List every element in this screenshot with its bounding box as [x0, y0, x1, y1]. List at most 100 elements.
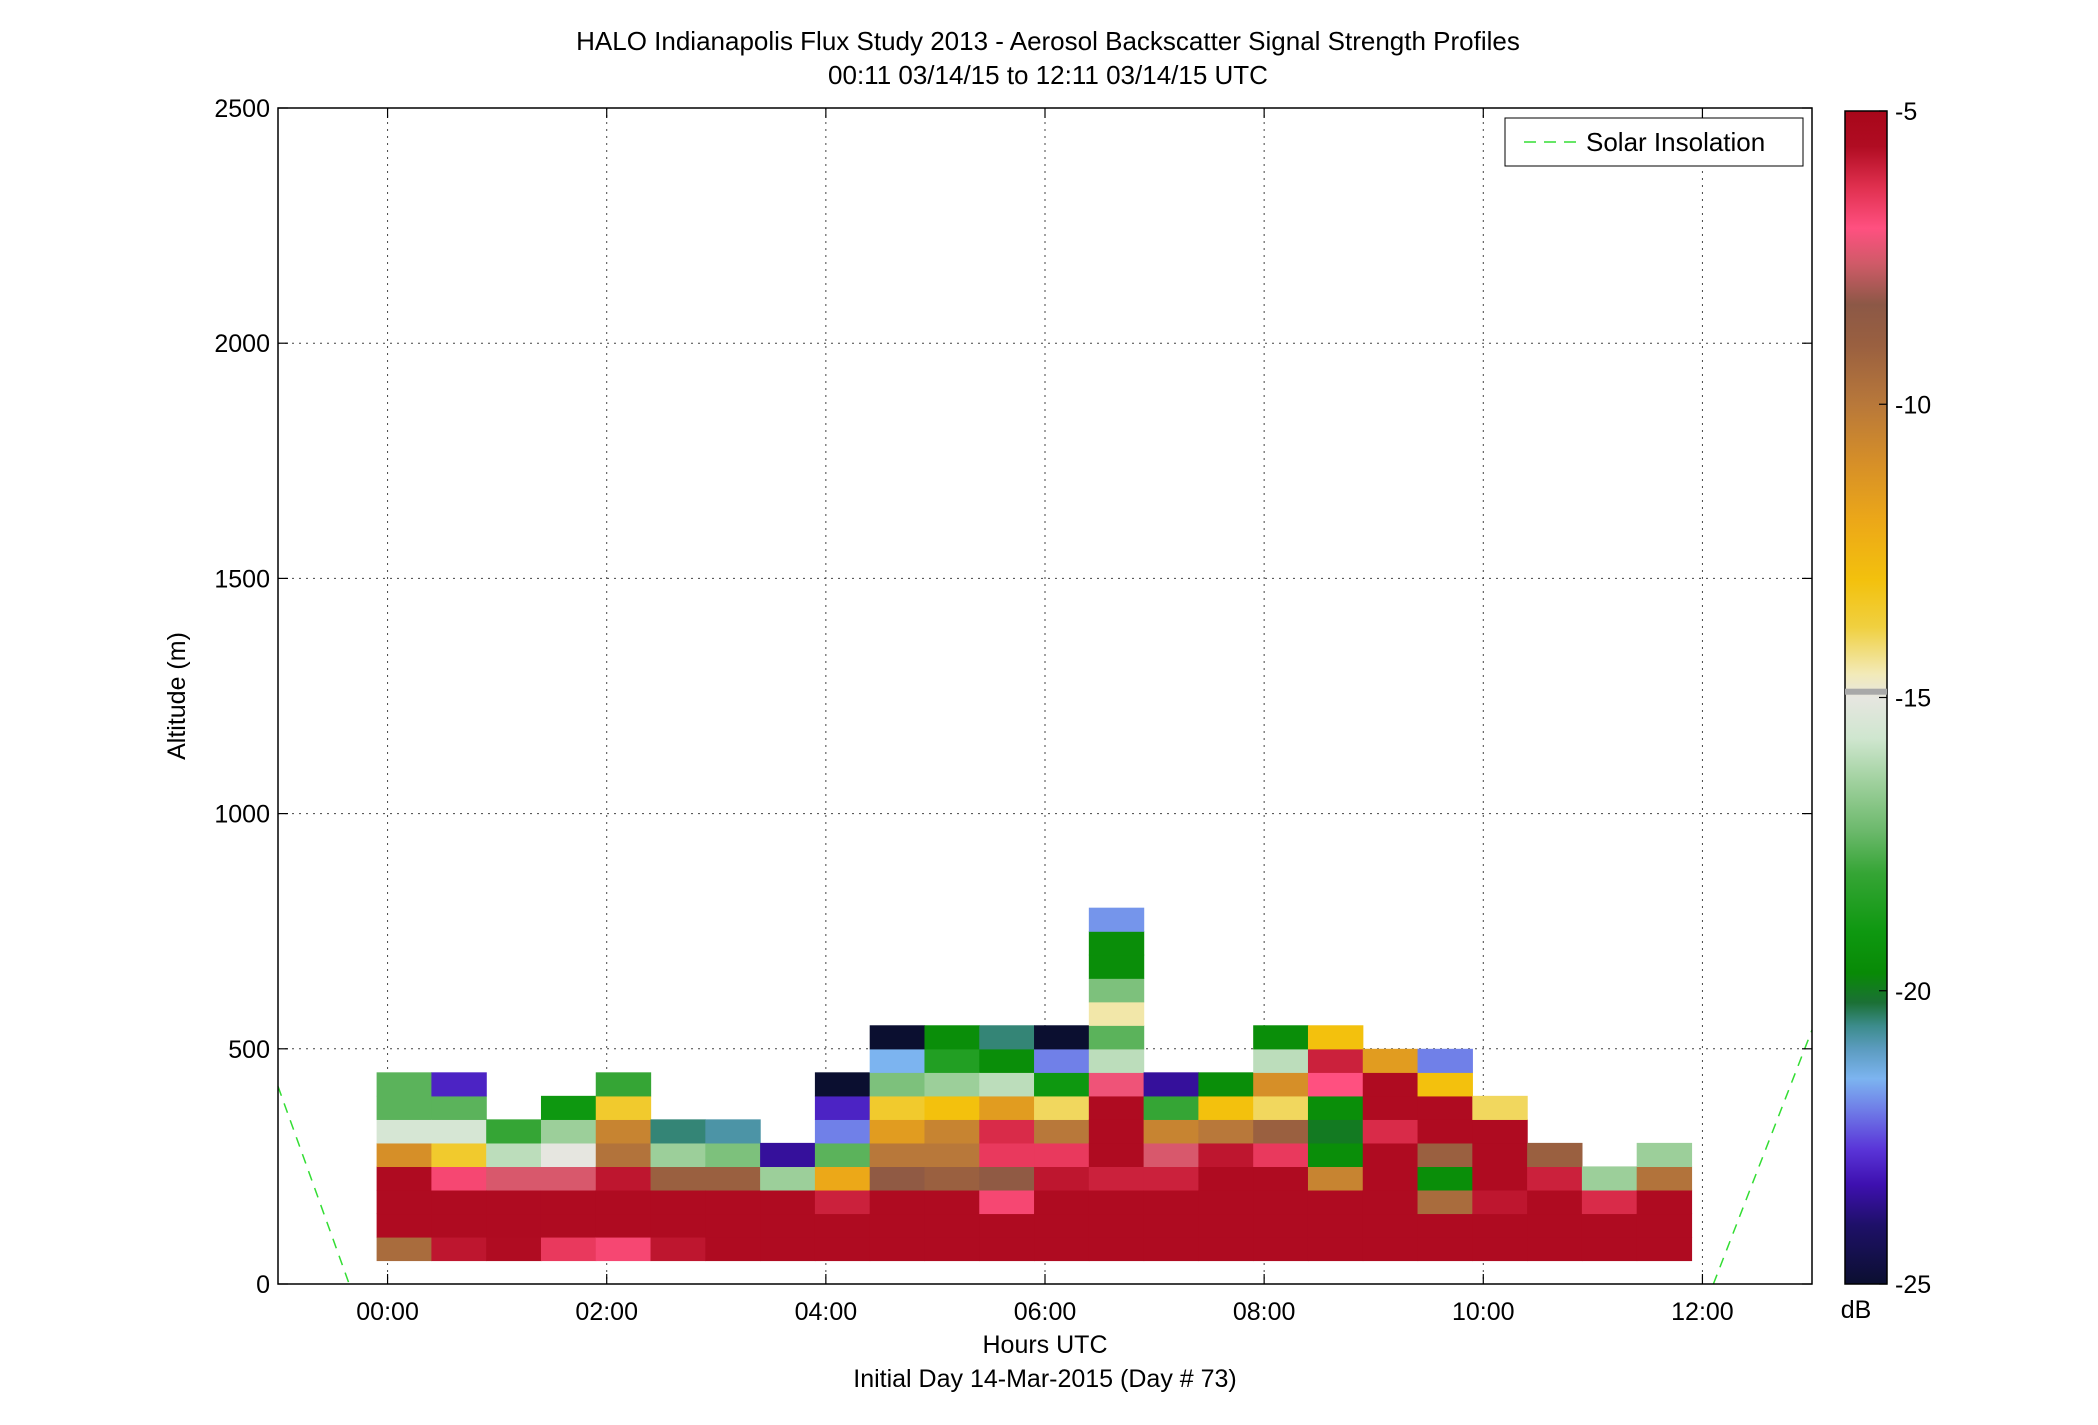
heatmap-cell [1088, 1095, 1145, 1120]
y-tick-label: 2000 [214, 330, 270, 358]
heatmap-cell [1088, 1236, 1145, 1262]
heatmap-cell [705, 1236, 761, 1262]
heatmap-cell [1088, 1072, 1145, 1097]
heatmap-cell [1088, 1119, 1145, 1144]
colorbar-tick-label: -25 [1895, 1271, 1931, 1299]
heatmap-cell [705, 1142, 761, 1167]
heatmap-cell [431, 1095, 487, 1120]
heatmap-cell [1088, 907, 1145, 932]
heatmap-cell [1417, 1119, 1473, 1144]
x-tick-label: 02:00 [575, 1298, 638, 1326]
heatmap-cell [595, 1119, 652, 1144]
heatmap-cell [1472, 1142, 1528, 1167]
heatmap-cell [814, 1095, 871, 1120]
heatmap-cell [1417, 1142, 1473, 1167]
heatmap-cell [1253, 1048, 1309, 1073]
heatmap-cell [979, 1236, 1035, 1262]
heatmap-cell [650, 1142, 706, 1167]
heatmap-cell [1198, 1213, 1254, 1238]
heatmap-cell [1307, 1189, 1364, 1215]
heatmap-cell [1362, 1072, 1419, 1097]
heatmap-cell [1417, 1213, 1473, 1238]
heatmap-cell [376, 1072, 432, 1097]
heatmap-cell [376, 1213, 432, 1238]
heatmap-cell [1417, 1166, 1473, 1191]
heatmap-cell [595, 1072, 652, 1097]
heatmap-cell [376, 1166, 432, 1191]
heatmap-cell [1253, 1166, 1309, 1191]
heatmap-cell [1253, 1236, 1309, 1262]
heatmap-cell [1034, 1025, 1090, 1050]
heatmap-cell [814, 1213, 871, 1238]
heatmap-cell [924, 1025, 980, 1050]
heatmap-cell [1362, 1095, 1419, 1120]
heatmap-cell [814, 1119, 871, 1144]
colorbar-tick-label: -15 [1895, 685, 1931, 713]
heatmap-cell [1088, 1025, 1145, 1050]
heatmap-cell [431, 1189, 487, 1215]
heatmap-cell [1198, 1142, 1254, 1167]
heatmap-cell [1253, 1189, 1309, 1215]
heatmap-cell [1253, 1095, 1309, 1120]
heatmap-cell [1034, 1048, 1090, 1073]
heatmap-cell [1307, 1213, 1364, 1238]
heatmap-cell [1636, 1142, 1693, 1167]
heatmap-cell [979, 1072, 1035, 1097]
heatmap-cell [1198, 1236, 1254, 1262]
heatmap-cell [595, 1095, 652, 1120]
y-tick-label: 500 [228, 1036, 270, 1064]
heatmap-cell [650, 1166, 706, 1191]
heatmap-cell [376, 1095, 432, 1120]
heatmap-cell [1472, 1213, 1528, 1238]
heatmap-cell [1417, 1048, 1473, 1073]
heatmap-cell [979, 1048, 1035, 1073]
heatmap-cell [869, 1213, 926, 1238]
solar-insolation-line [1712, 1029, 1813, 1285]
heatmap-cell [1527, 1189, 1583, 1215]
heatmap-cell [376, 1236, 432, 1262]
heatmap-cell [924, 1095, 980, 1120]
heatmap-cell [1362, 1236, 1419, 1262]
heatmap-cell [1088, 1189, 1145, 1215]
heatmap-cell [1527, 1236, 1583, 1262]
x-axis-label: Hours UTC [982, 1331, 1107, 1359]
x-tick-label: 00:00 [356, 1298, 419, 1326]
heatmap-cell [540, 1236, 597, 1262]
heatmap-cell [595, 1236, 652, 1262]
heatmap-cell [979, 1119, 1035, 1144]
heatmap-cells [376, 907, 1693, 1262]
heatmap-cell [540, 1119, 597, 1144]
heatmap-cell [1143, 1189, 1199, 1215]
heatmap-cell [540, 1166, 597, 1191]
heatmap-cell [814, 1236, 871, 1262]
heatmap-cell [924, 1119, 980, 1144]
heatmap-cell [869, 1189, 926, 1215]
heatmap-cell [760, 1166, 816, 1191]
colorbar-tick-label: -20 [1895, 978, 1931, 1006]
heatmap-cell [376, 1119, 432, 1144]
x-tick-label: 06:00 [1014, 1298, 1077, 1326]
heatmap-cell [1362, 1213, 1419, 1238]
heatmap-cell [595, 1166, 652, 1191]
heatmap-cell [1417, 1189, 1473, 1215]
heatmap-cell [540, 1189, 597, 1215]
heatmap-cell [814, 1189, 871, 1215]
heatmap-cell [869, 1048, 926, 1073]
heatmap-cell [1143, 1142, 1199, 1167]
heatmap-cell [1198, 1189, 1254, 1215]
colorbar: -5 -10 -15 -20 -25 dB [1841, 98, 1931, 1324]
heatmap-cell [1472, 1095, 1528, 1120]
heatmap-cell [376, 1142, 432, 1167]
heatmap-cell [431, 1072, 487, 1097]
heatmap-cell [1362, 1142, 1419, 1167]
heatmap-cell [924, 1213, 980, 1238]
heatmap-cell [595, 1213, 652, 1238]
heatmap-cell [1088, 1001, 1145, 1026]
heatmap-cell [979, 1166, 1035, 1191]
heatmap-cell [924, 1166, 980, 1191]
axis-ticks: 00:00 02:00 04:00 06:00 08:00 10:00 12:00 0 500 1… [214, 95, 1812, 1326]
heatmap-cell [486, 1166, 542, 1191]
heatmap-cell [1307, 1025, 1364, 1050]
heatmap-cell [1034, 1166, 1090, 1191]
